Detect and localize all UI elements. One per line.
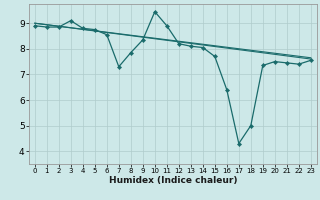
X-axis label: Humidex (Indice chaleur): Humidex (Indice chaleur) — [108, 176, 237, 185]
